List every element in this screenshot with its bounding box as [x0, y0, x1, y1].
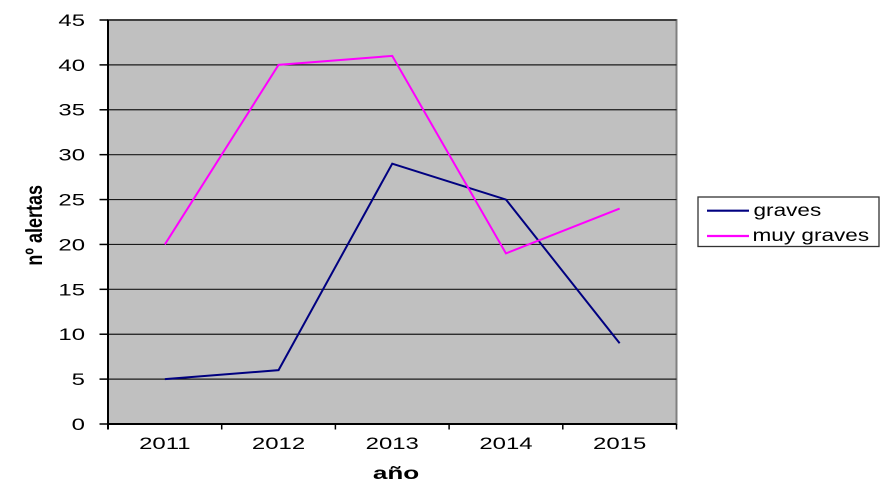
svg-text:15: 15 — [58, 281, 85, 299]
svg-text:2013: 2013 — [366, 435, 419, 453]
svg-text:año: año — [373, 463, 419, 483]
svg-text:graves: graves — [754, 201, 822, 220]
svg-text:2011: 2011 — [139, 435, 190, 453]
svg-text:nº alertas: nº alertas — [22, 185, 48, 266]
svg-text:20: 20 — [58, 236, 85, 254]
svg-text:5: 5 — [72, 371, 85, 389]
svg-text:40: 40 — [58, 56, 85, 74]
svg-text:2012: 2012 — [252, 435, 305, 453]
svg-text:45: 45 — [58, 11, 85, 29]
svg-text:2014: 2014 — [479, 435, 532, 453]
svg-text:30: 30 — [58, 146, 85, 164]
svg-text:35: 35 — [58, 101, 85, 119]
svg-text:10: 10 — [58, 326, 85, 344]
svg-text:25: 25 — [58, 191, 85, 209]
svg-text:2015: 2015 — [593, 435, 646, 453]
svg-text:muy graves: muy graves — [753, 226, 870, 245]
svg-text:0: 0 — [72, 416, 85, 434]
